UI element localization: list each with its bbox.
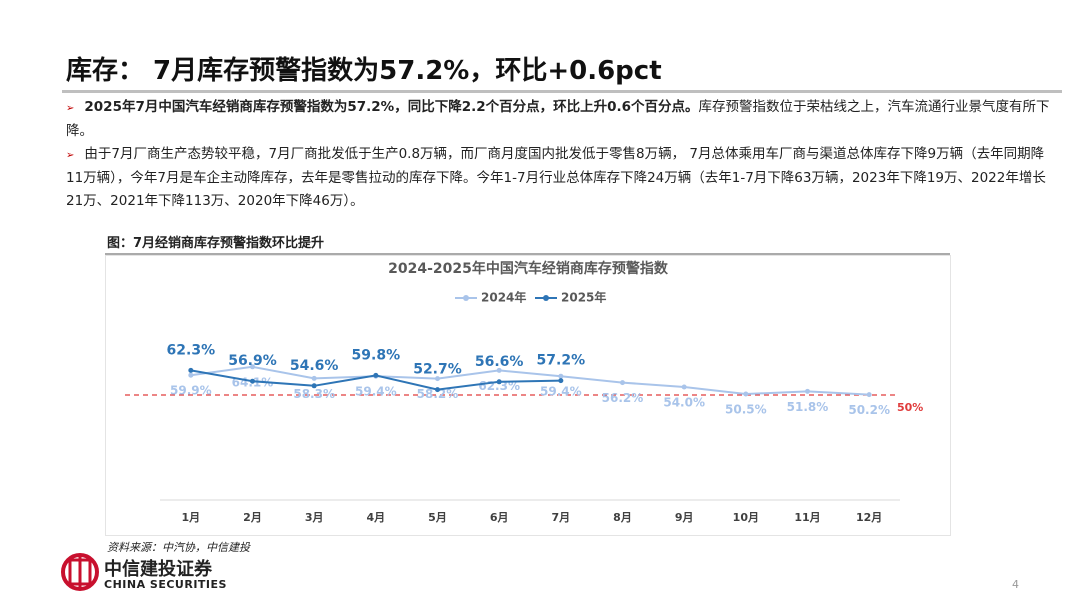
data-point xyxy=(311,375,317,381)
x-tick-label: 12月 xyxy=(856,511,882,524)
data-label: 52.7% xyxy=(413,362,462,378)
legend-label: 2025年 xyxy=(561,290,606,305)
data-label: 59.9% xyxy=(170,384,212,398)
x-tick-label: 1月 xyxy=(182,511,201,524)
bullet: ➢ 由于7月厂商生产态势较平稳，7月厂商批发低于生产0.8万辆，而厂商月度国内批发… xyxy=(66,146,1046,209)
x-tick-label: 6月 xyxy=(490,511,509,524)
data-point xyxy=(681,384,687,390)
bullet-text: 库存预警指数位于荣枯线之上，汽车流通行业景气度有所下降。 xyxy=(66,99,1050,139)
bullet-text: 由于7月厂商生产态势较平稳，7月厂商批发低于生产0.8万辆，而厂商月度国内批发低… xyxy=(66,146,1046,209)
logo-english: CHINA SECURITIES xyxy=(104,578,227,591)
chart-frame xyxy=(105,255,951,536)
data-label: 59.4% xyxy=(540,385,582,399)
data-point xyxy=(435,376,440,382)
data-label: 59.8% xyxy=(352,347,401,363)
x-tick-label: 10月 xyxy=(733,511,759,524)
source: 资料来源：中汽协，中信建投 xyxy=(107,541,250,554)
data-point xyxy=(496,367,502,373)
data-label: 57.2% xyxy=(537,353,586,369)
data-label: 56.6% xyxy=(475,354,524,370)
series-line xyxy=(190,365,870,396)
title-rule xyxy=(62,90,1062,93)
data-point xyxy=(620,380,625,386)
data-point xyxy=(558,373,564,379)
logo-name: 中信建投证券 xyxy=(104,559,212,580)
bullet: ➢ 2025年7月中国汽车经销商库存预警指数为57.2%，同比下降2.2个百分点，… xyxy=(66,99,1050,139)
x-tick-label: 3月 xyxy=(305,511,324,524)
bullet-bold: 2025年7月中国汽车经销商库存预警指数为57.2%，同比下降2.2个百分点，环… xyxy=(84,99,699,115)
data-point xyxy=(373,372,379,378)
data-label: 58.2% xyxy=(417,387,459,401)
data-point xyxy=(496,379,502,385)
data-label: 54.0% xyxy=(663,396,705,410)
data-label: 58.3% xyxy=(293,387,335,401)
data-label: 51.8% xyxy=(787,400,829,414)
data-label: 56.9% xyxy=(228,353,277,369)
data-point xyxy=(188,367,194,373)
reference-label: 50% xyxy=(897,401,923,414)
x-tick-label: 4月 xyxy=(367,511,386,524)
x-tick-label: 5月 xyxy=(428,511,447,524)
slide-title: 库存： 7月库存预警指数为57.2%，环比+0.6pct xyxy=(66,56,662,86)
data-point xyxy=(311,383,317,389)
data-label: 50.2% xyxy=(848,403,890,417)
legend-label: 2024年 xyxy=(481,290,526,305)
x-tick-label: 11月 xyxy=(794,511,820,524)
x-tick-label: 7月 xyxy=(552,511,571,524)
data-point xyxy=(743,391,749,397)
data-point xyxy=(558,378,564,384)
x-tick-label: 2月 xyxy=(243,511,262,524)
x-tick-label: 9月 xyxy=(675,511,694,524)
data-point xyxy=(250,378,255,384)
data-point xyxy=(805,388,810,394)
x-tick-label: 8月 xyxy=(613,511,632,524)
bullet-list: ➢ 2025年7月中国汽车经销商库存预警指数为57.2%，同比下降2.2个百分点，… xyxy=(66,96,1061,213)
data-label: 50.5% xyxy=(725,403,767,417)
chart-title: 2024-2025年中国汽车经销商库存预警指数 xyxy=(388,260,669,277)
data-label: 56.2% xyxy=(602,391,644,405)
data-point xyxy=(250,364,255,370)
legend-marker xyxy=(463,295,469,301)
legend-marker xyxy=(543,295,549,301)
figure-caption: 图：7月经销商库存预警指数环比提升 xyxy=(107,236,325,251)
data-label: 54.6% xyxy=(290,358,339,374)
data-point xyxy=(188,372,194,378)
data-label: 59.4% xyxy=(355,385,397,399)
data-point xyxy=(866,392,872,398)
data-label: 62.3% xyxy=(167,342,216,358)
data-point xyxy=(435,387,440,393)
page-number: 4 xyxy=(1012,578,1019,591)
